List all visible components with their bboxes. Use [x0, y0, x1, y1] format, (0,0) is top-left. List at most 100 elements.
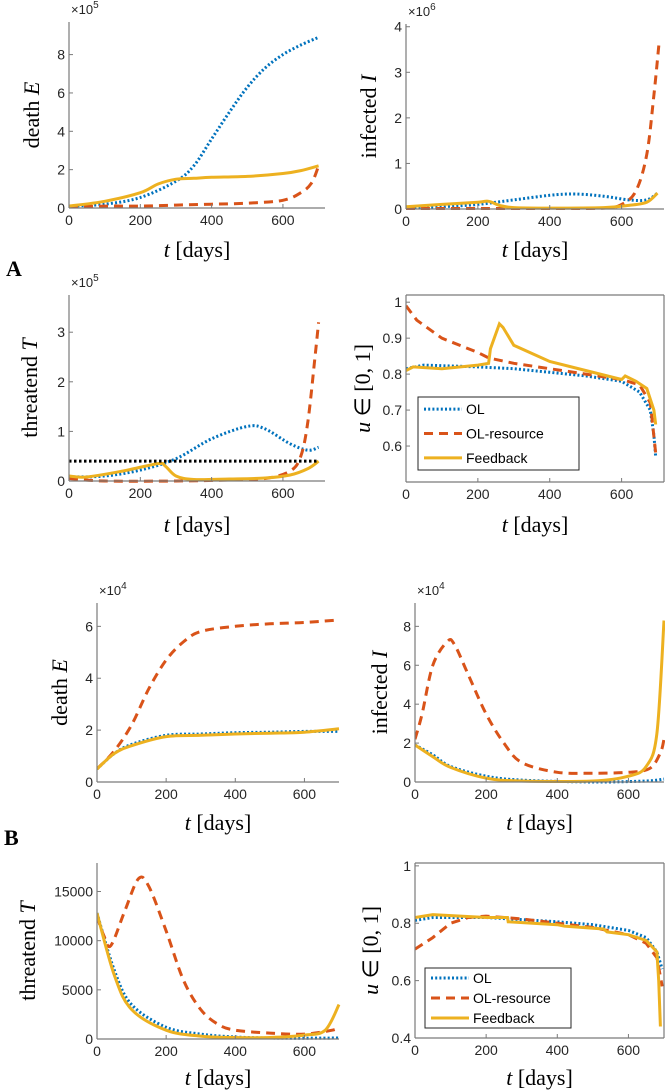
x-tick-label: 400 — [538, 486, 562, 502]
y-tick-label: 0 — [85, 774, 93, 790]
x-axis-label: t [days] — [164, 512, 231, 537]
x-tick-label: 600 — [617, 786, 641, 802]
y-tick-label: 0 — [57, 200, 65, 216]
exponent-power: 4 — [439, 581, 445, 592]
y-label-part: death — [47, 673, 72, 726]
x-axis-label: t [days] — [164, 237, 231, 262]
y-label-part: threatend — [15, 913, 40, 1000]
x-label-part: t — [185, 1065, 192, 1090]
y-tick-label: 0.8 — [383, 366, 403, 382]
chart-A-control: 0 200 400 600 0.6 0.7 0.8 0.9 1 t [days] u ∈ [0, 1… — [350, 294, 665, 537]
y-tick-label: 6 — [403, 657, 411, 673]
exponent-power: 6 — [430, 2, 436, 13]
y-label-part: ∈ [0, 1] — [350, 344, 375, 422]
legend: OL OL-resource Feedback — [417, 396, 580, 471]
y-tick-label: 4 — [394, 19, 402, 35]
axis-exponent: ×104 — [99, 581, 127, 598]
series-ol-resource — [69, 322, 321, 483]
y-axis-label: threatend T — [17, 336, 42, 437]
x-label-part: t — [164, 237, 171, 262]
y-tick-label: 8 — [57, 47, 65, 63]
y-tick-label: 4 — [57, 123, 65, 139]
legend-label-ol-resource: OL-resource — [473, 990, 551, 1006]
x-tick-label: 600 — [610, 486, 634, 502]
x-tick-label: 0 — [93, 786, 101, 802]
y-tick-label: 6 — [85, 618, 93, 634]
series-feedback — [406, 191, 659, 210]
x-label-part: t — [164, 512, 171, 537]
y-tick-label: 6 — [57, 85, 65, 101]
x-tick-label: 200 — [466, 486, 490, 502]
exponent-power: 4 — [121, 581, 127, 592]
x-tick-label: 200 — [154, 1043, 178, 1059]
y-tick-label: 0.4 — [392, 1030, 412, 1046]
y-tick-label: 4 — [85, 670, 93, 686]
series-feedback — [69, 459, 320, 482]
chart-B-threatened: 0 200 400 600 0 5000 10000 15000 t [days] threate… — [15, 863, 341, 1090]
y-axis-label: death E — [47, 659, 72, 726]
x-tick-label: 600 — [293, 786, 317, 802]
x-label-part: [days] — [191, 810, 251, 835]
y-tick-label: 0 — [394, 201, 402, 217]
x-label-part: [days] — [512, 1065, 572, 1090]
series-ol — [69, 35, 320, 208]
x-axis-label: t [days] — [502, 237, 569, 262]
y-tick-label: 1 — [57, 423, 65, 439]
legend-label-ol: OL — [466, 401, 485, 417]
chart-A-death: 0 200 400 600 0 2 4 6 8 ×105 t [days] death E — [19, 0, 325, 262]
x-tick-label: 0 — [65, 212, 73, 228]
y-label-part: ∈ [0, 1] — [358, 906, 383, 984]
y-tick-label: 15000 — [54, 884, 93, 900]
y-tick-label: 0.8 — [392, 915, 412, 931]
y-tick-label: 2 — [57, 374, 65, 390]
x-tick-label: 200 — [154, 786, 178, 802]
y-label-part: u — [358, 984, 383, 995]
x-tick-label: 600 — [293, 1043, 317, 1059]
exponent-base: ×10 — [71, 275, 93, 290]
y-tick-label: 0.9 — [383, 330, 403, 346]
x-tick-label: 400 — [200, 485, 224, 501]
series-ol-resource — [406, 40, 661, 211]
x-axis-label: t [days] — [506, 1065, 573, 1090]
x-tick-label: 200 — [129, 212, 153, 228]
legend-label-feedback: Feedback — [466, 450, 528, 466]
x-label-part: t — [185, 810, 192, 835]
legend-label-ol: OL — [473, 970, 492, 986]
y-label-part: infected — [356, 82, 381, 158]
x-tick-label: 0 — [402, 486, 410, 502]
series-ol — [415, 743, 665, 784]
y-label-part: I — [356, 73, 381, 83]
exponent-base: ×10 — [71, 2, 93, 17]
y-tick-label: 4 — [403, 696, 411, 712]
x-axis-label: t [days] — [502, 512, 569, 537]
y-axis-label: infected I — [367, 649, 392, 734]
y-label-part: T — [15, 899, 40, 913]
x-tick-label: 0 — [65, 485, 73, 501]
x-tick-label: 400 — [546, 1042, 570, 1058]
y-tick-label: 3 — [57, 324, 65, 340]
chart-A-infected: 0 200 400 600 0 1 2 3 4 ×106 t [days] infected I — [356, 2, 664, 262]
exponent-base: ×10 — [417, 583, 439, 598]
x-tick-label: 200 — [466, 213, 490, 229]
x-tick-label: 200 — [474, 1042, 498, 1058]
y-label-part: threatend — [17, 350, 42, 437]
y-tick-label: 1 — [394, 155, 402, 171]
y-tick-label: 2 — [394, 110, 402, 126]
y-tick-label: 1 — [394, 294, 402, 310]
x-label-part: [days] — [512, 810, 572, 835]
legend: OL OL-resource Feedback — [424, 967, 572, 1029]
series-ol-resource — [415, 914, 664, 987]
x-tick-label: 400 — [546, 786, 570, 802]
y-tick-label: 3 — [394, 64, 402, 80]
y-label-part: E — [19, 81, 44, 96]
x-label-part: [days] — [170, 237, 230, 262]
x-axis-label: t [days] — [506, 810, 573, 835]
x-axis-label: t [days] — [185, 810, 252, 835]
x-tick-label: 600 — [610, 213, 634, 229]
y-label-part: infected — [367, 658, 392, 734]
exponent-power: 5 — [93, 0, 99, 11]
x-tick-label: 0 — [93, 1043, 101, 1059]
chart-B-control: 0 200 400 600 0.4 0.6 0.8 1 t [days] u ∈ [0, 1] OL… — [358, 858, 665, 1090]
